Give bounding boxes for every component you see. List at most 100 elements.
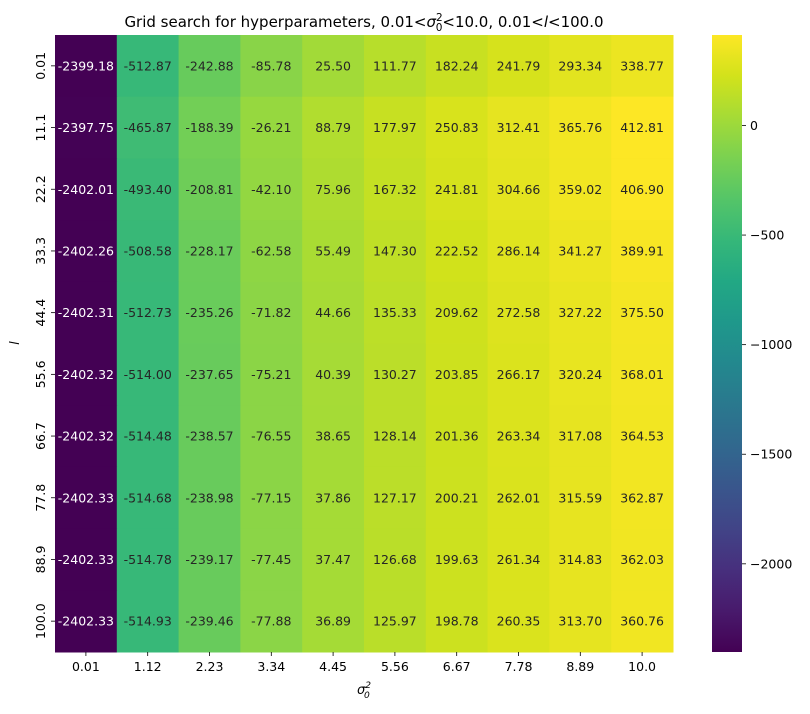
colorbar-tick-label: −1000	[750, 337, 792, 352]
heatmap-cell	[611, 590, 674, 653]
heatmap-cell	[55, 590, 118, 653]
heatmap-cell	[302, 281, 365, 344]
cell-value-label: 126.68	[373, 552, 417, 567]
cell-value-label: -2402.31	[58, 305, 114, 320]
chart-title: Grid search for hyperparameters, 0.01<σ2…	[124, 12, 603, 34]
x-axis: 0.01 1.12 2.23 3.34 4.45 5.56 6.67 7.78 8.89 10.0	[72, 652, 656, 674]
cell-value-label: -62.58	[251, 243, 291, 258]
heatmap-cell	[116, 590, 180, 653]
heatmap-cell	[487, 158, 550, 221]
cell-value-label: 360.76	[620, 614, 664, 629]
cell-value-label: 201.36	[435, 429, 479, 444]
colorbar-gradient	[712, 35, 742, 652]
heatmap-cells: -2399.18 -512.87 -242.88 -85.78 25.50 111.77 1…	[55, 35, 674, 653]
cell-value-label: 198.78	[435, 614, 479, 629]
heatmap-cell	[55, 405, 118, 468]
cell-value-label: 125.97	[373, 614, 417, 629]
heatmap-cell	[611, 466, 674, 530]
heatmap-cell	[302, 220, 365, 283]
heatmap-cell	[611, 35, 674, 98]
cell-value-label: -228.17	[185, 243, 233, 258]
cell-value-label: 130.27	[373, 367, 417, 382]
cell-value-label: -514.78	[124, 552, 172, 567]
cell-value-label: 368.01	[620, 367, 664, 382]
heatmap-cell	[178, 528, 241, 591]
heatmap-cell	[487, 96, 550, 159]
y-tick-label: 11.1	[33, 114, 48, 142]
cell-value-label: 55.49	[315, 243, 351, 258]
heatmap-cell	[549, 590, 612, 653]
cell-value-label: -85.78	[251, 58, 291, 73]
cell-value-label: 200.21	[435, 490, 479, 505]
x-tick-label: 3.34	[257, 659, 285, 674]
heatmap-cell	[240, 281, 303, 344]
cell-value-label: -2402.32	[58, 367, 114, 382]
heatmap-cell	[240, 590, 303, 653]
heatmap-cell	[178, 343, 241, 406]
heatmap-cell	[302, 528, 365, 591]
heatmap-cell	[487, 343, 550, 406]
heatmap-cell	[116, 405, 180, 468]
heatmap-cell	[487, 281, 550, 344]
cell-value-label: 412.81	[620, 120, 664, 135]
heatmap-cell	[364, 281, 427, 344]
heatmap-cell	[240, 96, 303, 159]
cell-value-label: 128.14	[373, 429, 417, 444]
heatmap-cell	[55, 281, 118, 344]
heatmap-cell	[55, 466, 118, 530]
heatmap-cell	[116, 528, 180, 591]
heatmap-cell	[178, 466, 241, 530]
cell-value-label: -512.73	[124, 305, 172, 320]
cell-value-label: -238.57	[185, 429, 233, 444]
x-tick-label: 1.12	[134, 659, 162, 674]
cell-value-label: 313.70	[558, 614, 602, 629]
heatmap-cell	[178, 405, 241, 468]
cell-value-label: 167.32	[373, 182, 417, 197]
y-axis: 0.01 11.1 22.2 33.3 44.4 55.6 66.7 77.8 88.9 100.…	[33, 52, 55, 639]
cell-value-label: 314.83	[558, 552, 602, 567]
cell-value-label: 272.58	[497, 305, 541, 320]
heatmap-cell	[487, 220, 550, 283]
y-tick-label: 0.01	[33, 52, 48, 80]
cell-value-label: 209.62	[435, 305, 479, 320]
y-tick-label: 55.6	[33, 360, 48, 388]
cell-value-label: 38.65	[315, 429, 351, 444]
cell-value-label: 263.34	[497, 429, 541, 444]
heatmap-cell	[240, 220, 303, 283]
cell-value-label: 364.53	[620, 429, 664, 444]
heatmap-cell	[487, 466, 550, 530]
y-tick-label: 44.4	[33, 299, 48, 327]
heatmap-cell	[549, 281, 612, 344]
heatmap-cell	[240, 528, 303, 591]
cell-value-label: 406.90	[620, 182, 664, 197]
cell-value-label: -188.39	[185, 120, 233, 135]
heatmap-cell	[302, 96, 365, 159]
colorbar-ticks: 0 −500 −1000 −1500 −2000	[742, 118, 792, 571]
heatmap-cell	[302, 405, 365, 468]
cell-value-label: 266.17	[497, 367, 541, 382]
heatmap-cell	[240, 466, 303, 530]
y-tick-label: 77.8	[33, 484, 48, 512]
y-tick-label: 33.3	[33, 237, 48, 265]
heatmap-cell	[611, 281, 674, 344]
cell-value-label: 286.14	[497, 243, 541, 258]
heatmap-cell	[55, 35, 118, 98]
cell-value-label: -208.81	[185, 182, 233, 197]
heatmap-cell	[364, 35, 427, 98]
heatmap-cell	[364, 466, 427, 530]
cell-value-label: 260.35	[497, 614, 541, 629]
heatmap-cell	[364, 158, 427, 221]
heatmap-cell	[549, 158, 612, 221]
cell-value-label: 362.87	[620, 490, 664, 505]
cell-value-label: 320.24	[558, 367, 602, 382]
heatmap-cell	[425, 220, 489, 283]
y-tick-label: 22.2	[33, 175, 48, 203]
heatmap-cell	[425, 158, 489, 221]
cell-value-label: -508.58	[124, 243, 172, 258]
cell-value-label: -77.45	[251, 552, 291, 567]
heatmap-cell	[178, 590, 241, 653]
cell-value-label: -71.82	[251, 305, 291, 320]
cell-value-label: 177.97	[373, 120, 417, 135]
cell-value-label: 44.66	[315, 305, 351, 320]
cell-value-label: 127.17	[373, 490, 417, 505]
